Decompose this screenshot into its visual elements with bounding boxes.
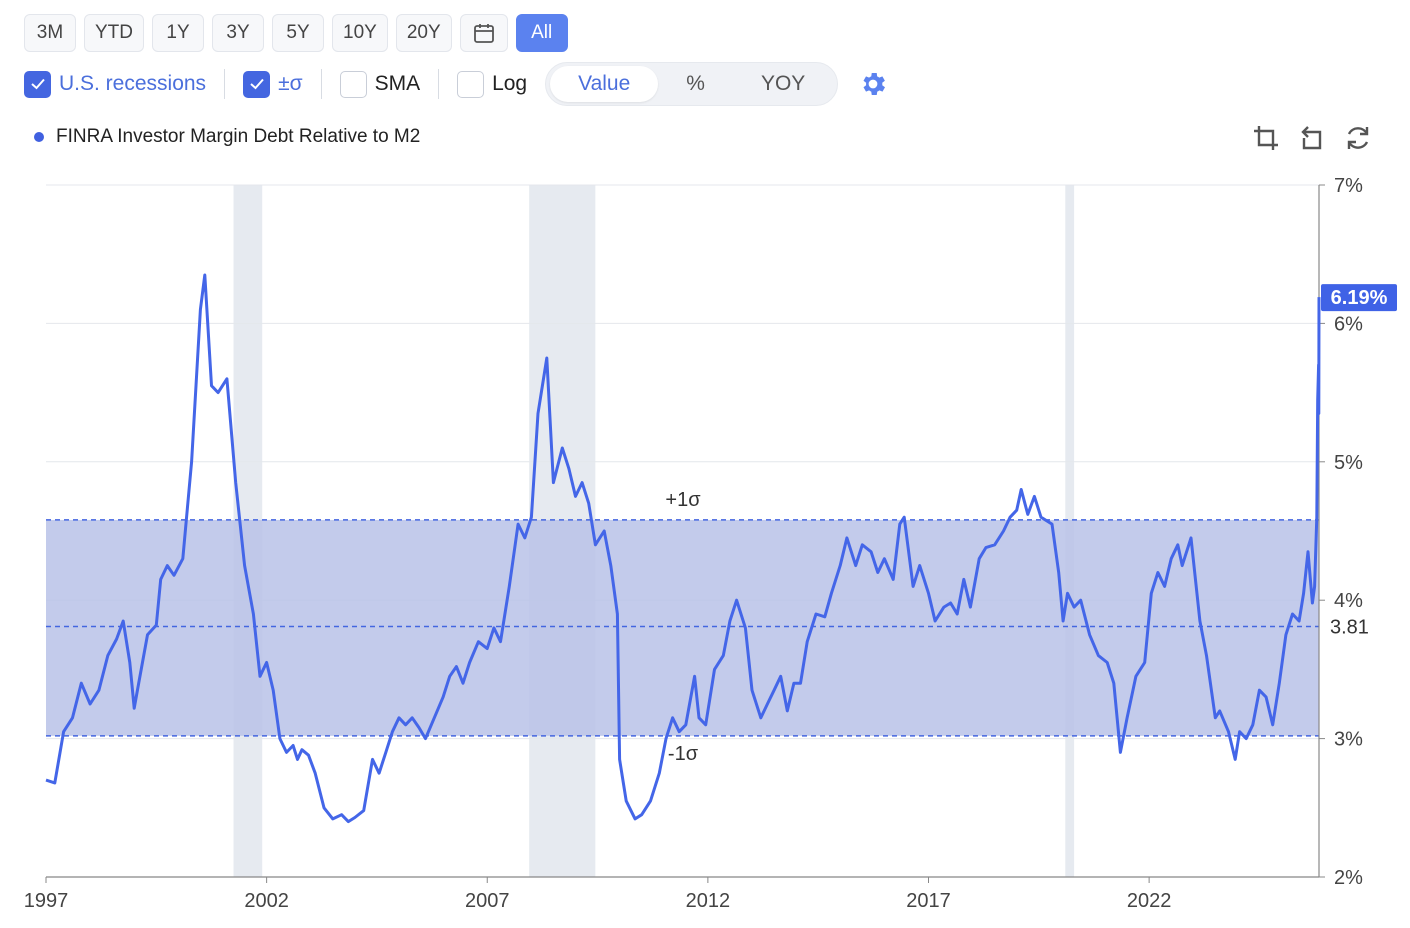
- range-ytd-button[interactable]: YTD: [84, 14, 144, 52]
- refresh-icon[interactable]: [1342, 122, 1374, 154]
- plus-sigma-label: +1σ: [665, 489, 701, 511]
- calendar-button[interactable]: [459, 14, 508, 52]
- x-tick-label-5: 2022: [1127, 890, 1172, 912]
- sigma-label: ±σ: [278, 72, 303, 95]
- sma-toggle[interactable]: SMA: [339, 70, 421, 98]
- range-5y-button[interactable]: 5Y: [272, 14, 324, 52]
- y-tick-label-4: 6%: [1334, 313, 1363, 335]
- check-icon: [249, 78, 264, 90]
- range-toolbar: 3M YTD 1Y 3Y 5Y 10Y 20Y All: [24, 14, 568, 52]
- range-10y-button[interactable]: 10Y: [332, 14, 388, 52]
- options-bar: U.S. recessions ±σ SMA Log Value % YOY: [24, 62, 888, 106]
- log-checkbox[interactable]: [457, 70, 485, 98]
- last-value-badge: 6.19%: [1321, 284, 1397, 312]
- x-tick-label-0: 1997: [24, 890, 69, 912]
- mode-yoy-tab[interactable]: YOY: [760, 72, 806, 95]
- y-tick-label-1: 3%: [1334, 729, 1363, 751]
- recessions-label: U.S. recessions: [59, 72, 207, 95]
- crop-icon[interactable]: [1250, 122, 1282, 154]
- options-divider: [438, 69, 440, 99]
- check-icon: [30, 78, 45, 90]
- options-divider: [320, 69, 322, 99]
- sma-checkbox[interactable]: [339, 70, 367, 98]
- y-tick-label-5: 7%: [1334, 175, 1363, 197]
- value-mode-segmented: Value % YOY: [545, 62, 839, 106]
- y-tick-label-0: 2%: [1334, 867, 1363, 889]
- x-tick-label-1: 2002: [244, 890, 289, 912]
- minus-sigma-label: -1σ: [668, 743, 699, 765]
- chart-tools: [1250, 122, 1374, 154]
- recessions-toggle[interactable]: U.S. recessions: [24, 70, 207, 98]
- x-tick-label-4: 2017: [906, 890, 951, 912]
- mode-value-tab[interactable]: Value: [550, 66, 659, 102]
- recessions-checkbox[interactable]: [24, 70, 51, 98]
- gear-icon[interactable]: [858, 69, 888, 99]
- x-tick-label-3: 2012: [686, 890, 731, 912]
- y-tick-label-3: 5%: [1334, 452, 1363, 474]
- sma-label: SMA: [374, 72, 421, 95]
- x-tick-label-2: 2007: [465, 890, 510, 912]
- mode-percent-tab[interactable]: %: [686, 72, 705, 95]
- mean-value-label: 3.81: [1330, 616, 1369, 638]
- range-3y-button[interactable]: 3Y: [212, 14, 264, 52]
- sigma-toggle[interactable]: ±σ: [243, 70, 303, 98]
- range-1y-button[interactable]: 1Y: [152, 14, 204, 52]
- legend-label: FINRA Investor Margin Debt Relative to M…: [56, 126, 421, 147]
- log-label: Log: [492, 72, 528, 95]
- undo-icon[interactable]: [1296, 122, 1328, 154]
- sigma-band: [46, 519, 1319, 736]
- series-line: [45, 273, 1321, 824]
- calendar-icon: [473, 24, 494, 43]
- log-toggle[interactable]: Log: [457, 70, 528, 98]
- last-value-badge-bg: [1321, 284, 1397, 312]
- range-3m-button[interactable]: 3M: [24, 14, 76, 52]
- sigma-checkbox[interactable]: [243, 70, 271, 98]
- range-all-button[interactable]: All: [515, 14, 568, 52]
- options-divider: [224, 69, 226, 99]
- axes: 2% 3% 4% 5% 6% 7% 1997 2002 2007 2012 2017 2022: [24, 175, 1363, 912]
- last-value-label: 6.19%: [1331, 287, 1388, 309]
- legend-dot: [34, 132, 44, 142]
- y-tick-label-2: 4%: [1334, 590, 1363, 612]
- range-20y-button[interactable]: 20Y: [395, 14, 452, 52]
- chart-legend[interactable]: FINRA Investor Margin Debt Relative to M…: [34, 126, 420, 148]
